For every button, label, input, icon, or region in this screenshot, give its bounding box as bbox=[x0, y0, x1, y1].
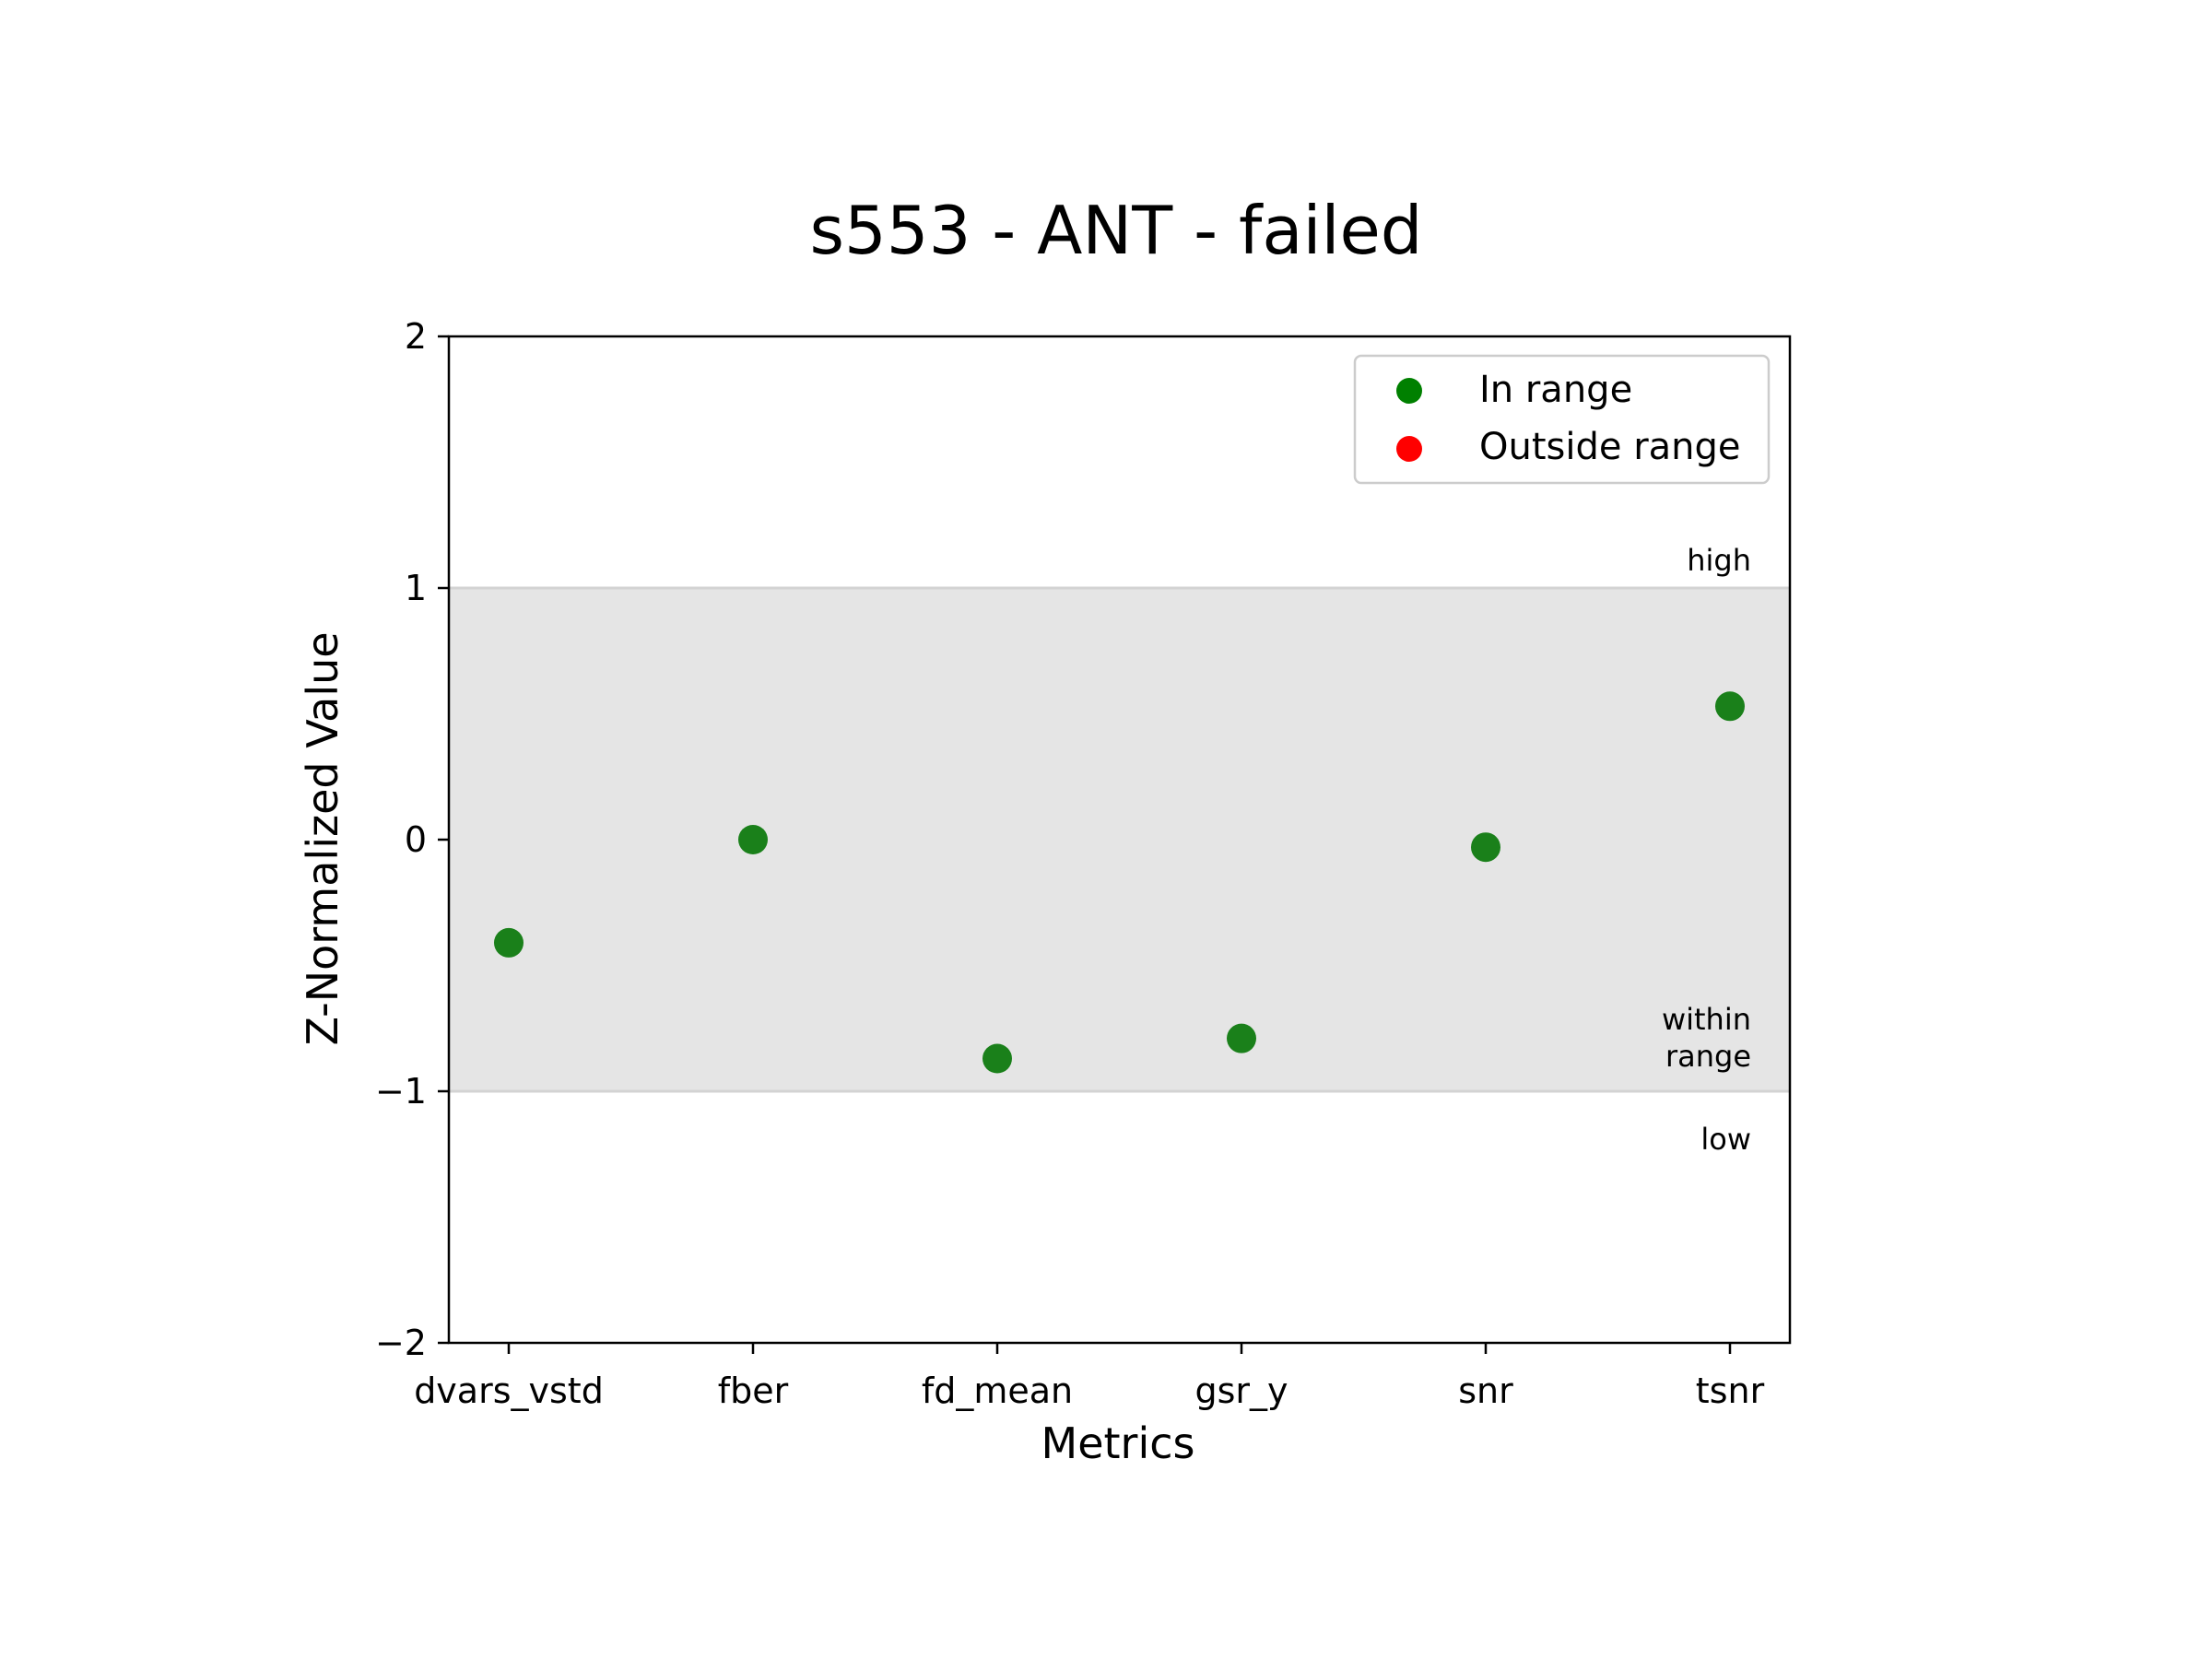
legend: In range Outside range bbox=[1353, 354, 1771, 485]
legend-frame bbox=[1353, 354, 1771, 485]
legend-label-in-range: In range bbox=[1479, 369, 1632, 411]
band-label-within: within bbox=[1662, 1002, 1751, 1037]
data-point-fber bbox=[738, 825, 768, 854]
y-tick-label: −1 bbox=[375, 1071, 427, 1112]
x-tick-label: tsnr bbox=[1696, 1371, 1765, 1411]
y-axis: 2 1 0 −1 −2 bbox=[375, 316, 449, 1363]
y-tick-label: 0 bbox=[405, 819, 427, 860]
y-tick-label: 1 bbox=[405, 568, 427, 608]
x-tick-label: dvars_vstd bbox=[414, 1371, 604, 1411]
band-label-high: high bbox=[1687, 543, 1751, 578]
data-point-gsr-y bbox=[1227, 1023, 1256, 1053]
y-tick-label: 2 bbox=[405, 316, 427, 357]
data-point-dvars-vstd bbox=[494, 927, 524, 958]
data-point-snr bbox=[1471, 832, 1500, 863]
data-point-fd-mean bbox=[982, 1043, 1012, 1074]
x-tick-label: fd_mean bbox=[922, 1371, 1073, 1411]
data-points bbox=[494, 691, 1745, 1074]
band-label-low: low bbox=[1700, 1122, 1751, 1157]
y-axis-label: Z-Normalized Value bbox=[298, 631, 347, 1045]
legend-label-outside-range: Outside range bbox=[1479, 426, 1741, 468]
x-axis-label: Metrics bbox=[1041, 1418, 1195, 1468]
legend-marker-outside-range bbox=[1396, 436, 1422, 462]
x-tick-label: fber bbox=[718, 1371, 789, 1411]
x-tick-label: snr bbox=[1458, 1371, 1513, 1411]
y-tick-label: −2 bbox=[375, 1323, 427, 1363]
data-point-tsnr bbox=[1715, 691, 1745, 722]
band-label-range: range bbox=[1665, 1039, 1751, 1074]
within-range-band bbox=[449, 588, 1790, 1091]
x-tick-label: gsr_y bbox=[1194, 1371, 1288, 1411]
chart-title: s553 - ANT - failed bbox=[809, 192, 1422, 269]
legend-marker-in-range bbox=[1396, 378, 1422, 404]
x-axis: dvars_vstd fber fd_mean gsr_y snr tsnr bbox=[414, 1343, 1765, 1411]
